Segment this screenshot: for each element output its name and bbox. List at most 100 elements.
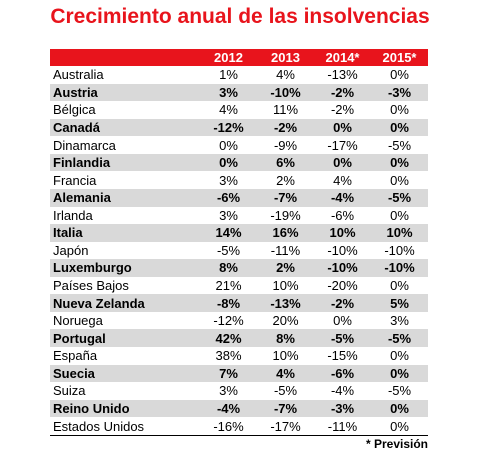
table-row: Luxemburgo 8% 2% -10% -10% [50, 259, 428, 277]
value-cell: 38% [215, 348, 242, 364]
country-cell: Austria [50, 83, 200, 102]
value-cell: 10% [272, 278, 299, 294]
country-cell: Australia [53, 67, 104, 83]
value-cell: 20% [272, 313, 299, 329]
country-cell: Italia [50, 224, 200, 242]
value-cell: -5% [273, 383, 298, 399]
value-cell: -5% [314, 329, 371, 347]
value-cell: 10% [314, 224, 371, 242]
value-cell: 2% [257, 259, 314, 277]
value-cell: 0% [371, 399, 428, 418]
value-cell: -7% [257, 399, 314, 418]
value-cell: 4% [219, 102, 238, 118]
value-cell: -6% [200, 188, 257, 207]
country-cell: Suiza [53, 383, 86, 399]
value-cell: 21% [215, 278, 242, 294]
value-cell: -4% [314, 188, 371, 207]
table-body: Australia 1% 4% -13% 0% Austria 3% -10% -2% -3% Bé… [50, 66, 428, 436]
value-cell: -12% [200, 118, 257, 137]
table-row: Japón -5% -11% -10% -10% [50, 242, 428, 260]
value-cell: 0% [200, 153, 257, 172]
value-cell: 7% [200, 364, 257, 383]
value-cell: 3% [200, 83, 257, 102]
table-row: Australia 1% 4% -13% 0% [50, 66, 428, 84]
value-cell: 10% [371, 224, 428, 242]
country-cell: Alemania [50, 188, 200, 207]
table-row: Austria 3% -10% -2% -3% [50, 83, 428, 102]
value-cell: 0% [371, 364, 428, 383]
value-cell: -17% [257, 417, 314, 436]
value-cell: -10% [371, 259, 428, 277]
value-cell: -3% [314, 399, 371, 418]
table-row: Suiza 3% -5% -4% -5% [50, 382, 428, 400]
value-cell: 14% [200, 224, 257, 242]
value-cell: 10% [272, 348, 299, 364]
value-cell: -11% [314, 417, 371, 436]
value-cell: -19% [270, 207, 301, 223]
value-cell: -10% [327, 242, 358, 258]
table-row: Irlanda 3% -19% -6% 0% [50, 207, 428, 225]
country-cell: Bélgica [53, 102, 96, 118]
country-cell: Portugal [50, 329, 200, 347]
value-cell: -5% [216, 242, 241, 258]
value-cell: 0% [390, 348, 409, 364]
value-cell: 6% [257, 153, 314, 172]
value-cell: -9% [273, 137, 298, 153]
country-cell: Finlandia [50, 153, 200, 172]
value-cell: -5% [371, 329, 428, 347]
table-row: Alemania -6% -7% -4% -5% [50, 188, 428, 207]
table-row: Finlandia 0% 6% 0% 0% [50, 153, 428, 172]
value-cell: -5% [387, 383, 412, 399]
value-cell: 3% [219, 172, 238, 188]
table-row: Francia 3% 2% 4% 0% [50, 171, 428, 189]
value-cell: 0% [390, 67, 409, 83]
value-cell: 3% [390, 313, 409, 329]
country-cell: España [53, 348, 98, 364]
value-cell: 4% [333, 172, 352, 188]
country-cell: Dinamarca [53, 137, 116, 153]
value-cell: -4% [200, 399, 257, 418]
value-cell: 0% [314, 153, 371, 172]
value-cell: 1% [219, 67, 238, 83]
value-cell: 0% [371, 118, 428, 137]
value-cell: -6% [330, 207, 355, 223]
country-cell: Reino Unido [50, 399, 200, 418]
value-cell: 11% [272, 102, 299, 118]
value-cell: 0% [314, 118, 371, 137]
value-cell: -3% [371, 83, 428, 102]
value-cell: -6% [314, 364, 371, 383]
table: 2012 2013 2014* 2015* Australia 1% 4% -13% 0% Au… [50, 49, 428, 436]
value-cell: -10% [257, 83, 314, 102]
table-row: España 38% 10% -15% 0% [50, 347, 428, 365]
value-cell: -2% [314, 294, 371, 312]
value-cell: 8% [257, 329, 314, 347]
value-cell: 0% [390, 207, 409, 223]
value-cell: -17% [327, 137, 358, 153]
value-cell: -4% [330, 383, 355, 399]
value-cell: 0% [390, 172, 409, 188]
table-row: Reino Unido -4% -7% -3% 0% [50, 399, 428, 418]
country-cell: Francia [53, 172, 97, 188]
footnote: * Previsión [365, 437, 428, 451]
value-cell: 2% [276, 172, 295, 188]
header-cell: 2013 [257, 49, 314, 66]
table-row: Noruega -12% 20% 0% 3% [50, 312, 428, 330]
value-cell: 0% [390, 278, 409, 294]
value-cell: 0% [333, 313, 352, 329]
country-cell: Estados Unidos [50, 417, 200, 436]
value-cell: 8% [200, 259, 257, 277]
country-cell: Nueva Zelanda [50, 294, 200, 312]
title: Crecimiento anual de las insolvencias [50, 5, 430, 28]
value-cell: 3% [219, 383, 238, 399]
country-cell: Noruega [53, 313, 103, 329]
value-cell: -11% [270, 242, 301, 258]
value-cell: -13% [257, 294, 314, 312]
value-cell: -2% [257, 118, 314, 137]
value-cell: -16% [200, 417, 257, 436]
value-cell: -12% [213, 313, 244, 329]
country-cell: Luxemburgo [50, 259, 200, 277]
value-cell: 0% [371, 153, 428, 172]
country-cell: Japón [53, 242, 89, 258]
country-cell: Suecia [50, 364, 200, 383]
